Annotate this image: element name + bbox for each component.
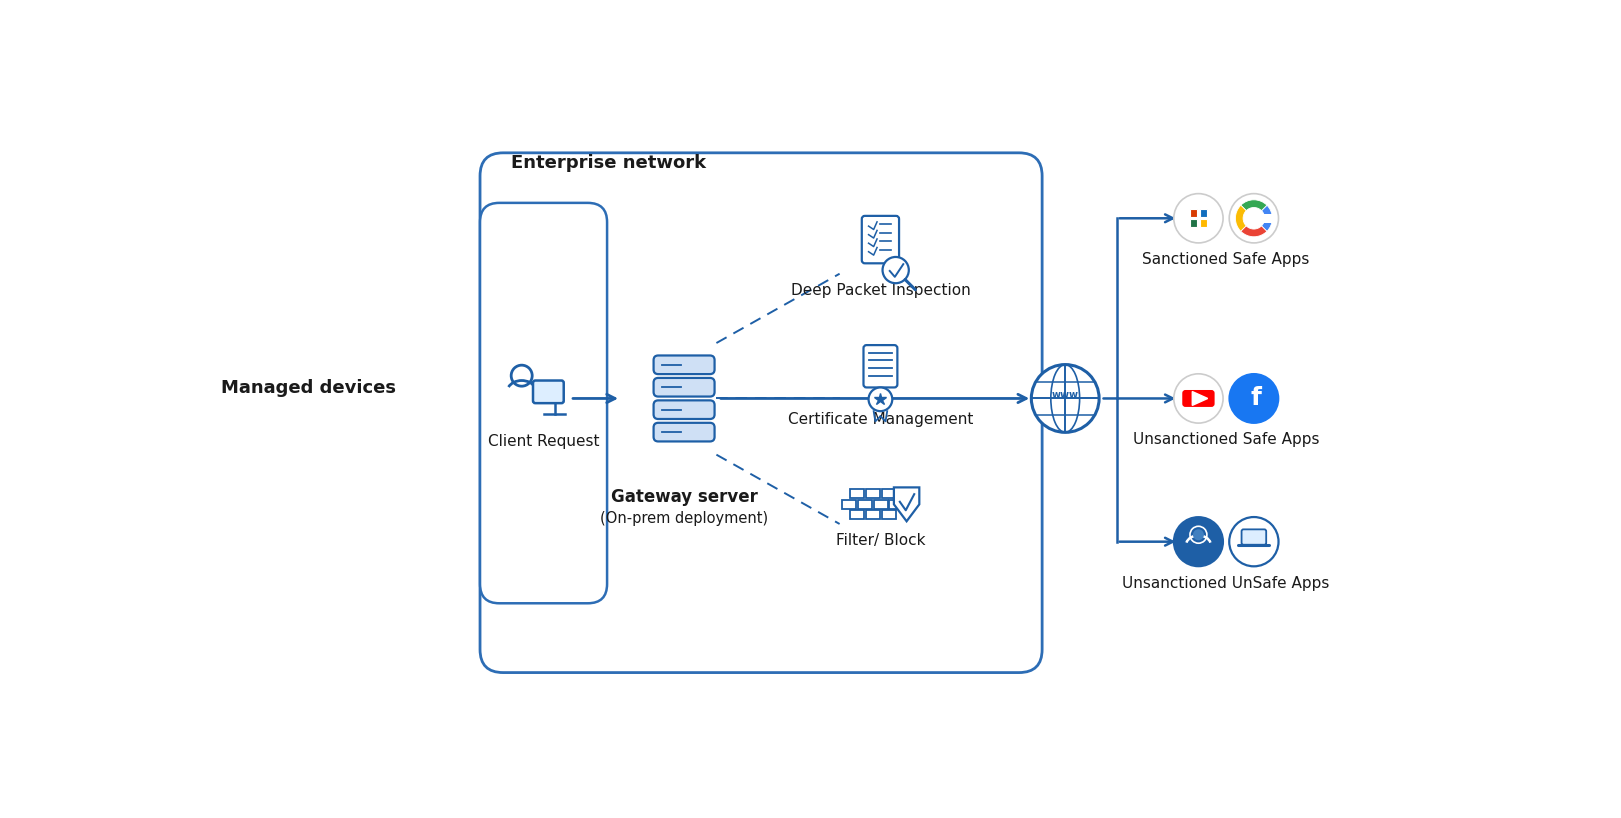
FancyBboxPatch shape: [653, 423, 715, 442]
FancyBboxPatch shape: [653, 378, 715, 397]
Circle shape: [1190, 526, 1208, 543]
FancyBboxPatch shape: [1182, 390, 1214, 407]
FancyBboxPatch shape: [480, 203, 608, 604]
FancyBboxPatch shape: [841, 500, 856, 509]
Wedge shape: [1261, 205, 1272, 231]
FancyBboxPatch shape: [480, 153, 1042, 672]
FancyBboxPatch shape: [890, 500, 903, 509]
Text: Sanctioned Safe Apps: Sanctioned Safe Apps: [1143, 252, 1310, 267]
Wedge shape: [1240, 200, 1268, 211]
FancyBboxPatch shape: [858, 500, 872, 509]
FancyBboxPatch shape: [882, 489, 895, 498]
Text: Deep Packet Inspection: Deep Packet Inspection: [791, 283, 971, 298]
FancyBboxPatch shape: [1200, 219, 1208, 227]
Circle shape: [1174, 194, 1224, 243]
Text: Managed devices: Managed devices: [220, 379, 396, 397]
Text: Client Request: Client Request: [488, 434, 600, 449]
Text: Unsanctioned UnSafe Apps: Unsanctioned UnSafe Apps: [1122, 576, 1329, 591]
FancyBboxPatch shape: [862, 216, 900, 263]
FancyBboxPatch shape: [1200, 209, 1208, 217]
Circle shape: [1229, 194, 1279, 243]
FancyBboxPatch shape: [849, 510, 864, 519]
Wedge shape: [1235, 205, 1247, 231]
Text: Unsanctioned Safe Apps: Unsanctioned Safe Apps: [1133, 433, 1319, 447]
FancyBboxPatch shape: [864, 345, 898, 388]
FancyBboxPatch shape: [1242, 529, 1266, 545]
FancyBboxPatch shape: [1190, 209, 1198, 217]
Polygon shape: [893, 488, 919, 521]
FancyBboxPatch shape: [1190, 219, 1198, 227]
Circle shape: [1031, 365, 1099, 433]
Circle shape: [869, 388, 892, 411]
Text: Filter/ Block: Filter/ Block: [836, 533, 926, 548]
FancyBboxPatch shape: [653, 400, 715, 419]
FancyBboxPatch shape: [1253, 213, 1272, 222]
Text: (On-prem deployment): (On-prem deployment): [600, 511, 768, 526]
FancyBboxPatch shape: [533, 380, 564, 403]
FancyBboxPatch shape: [874, 500, 888, 509]
FancyBboxPatch shape: [653, 356, 715, 374]
Wedge shape: [1240, 226, 1268, 236]
FancyBboxPatch shape: [849, 489, 864, 498]
Polygon shape: [1193, 392, 1208, 406]
Circle shape: [1174, 374, 1224, 423]
FancyBboxPatch shape: [882, 510, 895, 519]
Circle shape: [1193, 529, 1204, 540]
Circle shape: [882, 257, 909, 283]
Circle shape: [1174, 517, 1224, 566]
FancyBboxPatch shape: [866, 510, 880, 519]
Text: Certificate Management: Certificate Management: [788, 411, 973, 426]
Circle shape: [1229, 517, 1279, 566]
Circle shape: [1229, 374, 1279, 423]
Text: Gateway server: Gateway server: [611, 488, 757, 506]
FancyBboxPatch shape: [866, 489, 880, 498]
Text: www: www: [1052, 390, 1078, 400]
Text: f: f: [1251, 386, 1261, 410]
Text: Enterprise network: Enterprise network: [511, 154, 707, 172]
